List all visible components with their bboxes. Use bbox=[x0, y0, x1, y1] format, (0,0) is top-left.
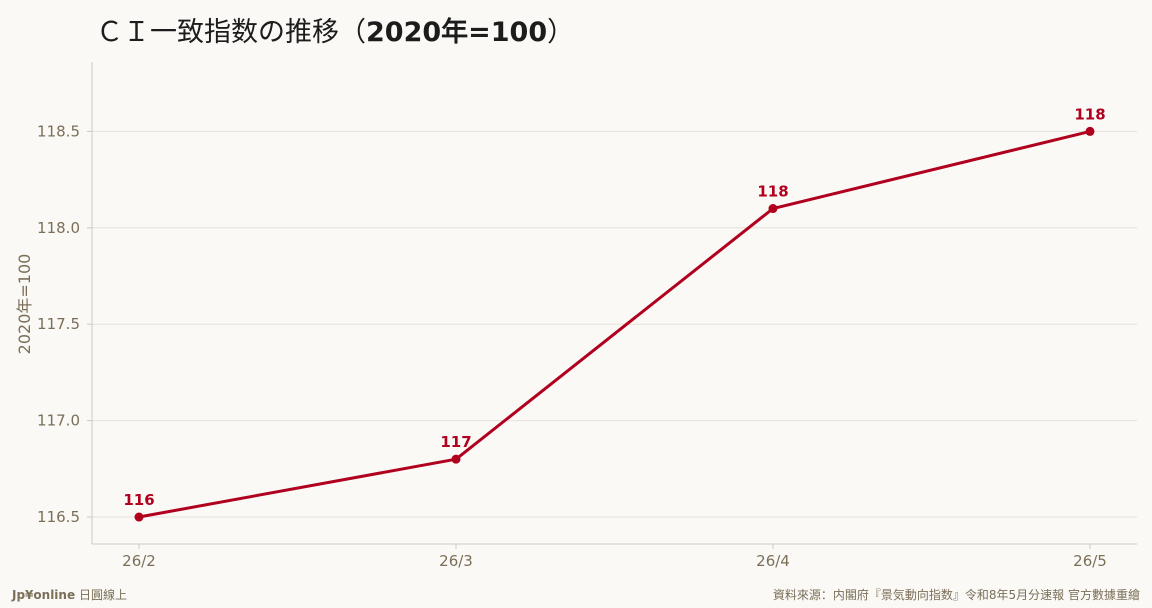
data-point bbox=[134, 512, 144, 522]
data-label: 116 bbox=[123, 491, 154, 509]
chart-title-suffix: ） bbox=[547, 17, 575, 48]
brand-subtitle: 日圓線上 bbox=[78, 588, 127, 602]
x-tick-label: 26/2 bbox=[122, 552, 156, 570]
y-tick-label: 116.5 bbox=[37, 508, 80, 526]
data-label: 117 bbox=[440, 433, 471, 451]
chart-title-bold: 2020年=100 bbox=[366, 17, 548, 48]
data-point bbox=[768, 204, 778, 214]
data-point bbox=[1085, 126, 1095, 136]
brand-footer: Jp¥online 日圓線上 bbox=[12, 586, 127, 603]
data-point bbox=[451, 454, 461, 464]
y-axis-label: 2020年=100 bbox=[15, 254, 34, 355]
y-tick-label: 118.0 bbox=[37, 219, 80, 237]
x-tick-label: 26/5 bbox=[1073, 552, 1107, 570]
source-note: 資料來源：内閣府『景気動向指数』令和8年5月分速報 官方數據重繪 bbox=[772, 588, 1140, 602]
x-tick-label: 26/4 bbox=[756, 552, 790, 570]
series-line bbox=[137, 129, 1092, 519]
chart-title: ＣＩ一致指数の推移（2020年=100） bbox=[96, 10, 574, 49]
chart-title-prefix: ＣＩ一致指数の推移（ bbox=[96, 17, 366, 48]
data-label: 118 bbox=[757, 183, 788, 201]
y-tick-label: 118.5 bbox=[37, 122, 80, 140]
y-tick-label: 117.5 bbox=[37, 315, 80, 333]
x-tick-label: 26/3 bbox=[439, 552, 473, 570]
data-label: 118 bbox=[1074, 105, 1105, 123]
y-tick-label: 117.0 bbox=[37, 412, 80, 430]
brand-name: Jp¥online bbox=[12, 588, 76, 602]
